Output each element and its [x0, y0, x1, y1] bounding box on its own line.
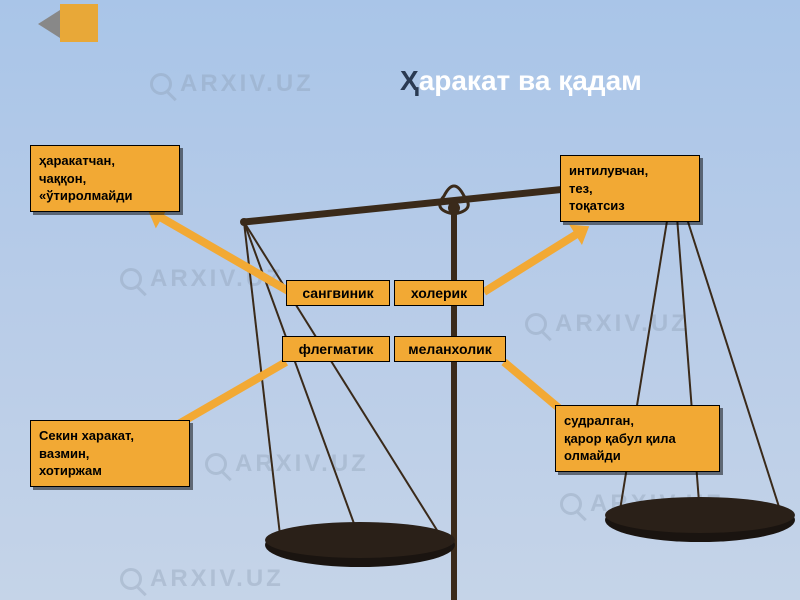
box-top-right: интилувчан, тез, тоқатсиз	[560, 155, 700, 222]
watermark: ARXIV.UZ	[150, 70, 314, 98]
box-line: тоқатсиз	[569, 197, 691, 215]
nav-back-bg	[60, 4, 98, 42]
box-top-left: ҳаракатчан, чаққон, «ўтиролмайди	[30, 145, 180, 212]
box-line: ҳаракатчан,	[39, 152, 171, 170]
box-line: олмайди	[564, 447, 711, 465]
center-sangvinik: сангвиник	[286, 280, 390, 306]
watermark: ARXIV.UZ	[560, 490, 724, 518]
box-bottom-right: судралган, қарор қабул қила олмайди	[555, 405, 720, 472]
box-line: Секин харакат,	[39, 427, 181, 445]
box-line: қарор қабул қила	[564, 430, 711, 448]
watermark: ARXIV.UZ	[205, 450, 369, 478]
box-line: тез,	[569, 180, 691, 198]
watermark: ARXIV.UZ	[120, 565, 284, 593]
back-arrow-icon[interactable]	[38, 10, 60, 38]
center-flegmatik: флегматик	[282, 336, 390, 362]
box-bottom-left: Секин харакат, вазмин, хотиржам	[30, 420, 190, 487]
box-line: вазмин,	[39, 445, 181, 463]
box-line: интилувчан,	[569, 162, 691, 180]
box-line: «ўтиролмайди	[39, 187, 171, 205]
center-xolerik: холерик	[394, 280, 484, 306]
page-title: Ҳаракат ва қадам	[400, 65, 642, 97]
box-line: хотиржам	[39, 462, 181, 480]
box-line: чаққон,	[39, 170, 171, 188]
box-line: судралган,	[564, 412, 711, 430]
center-melanxolik: меланхолик	[394, 336, 506, 362]
title-first-char: Ҳ	[400, 65, 419, 96]
watermark: ARXIV.UZ	[525, 310, 689, 338]
title-rest: аракат ва қадам	[419, 65, 642, 96]
